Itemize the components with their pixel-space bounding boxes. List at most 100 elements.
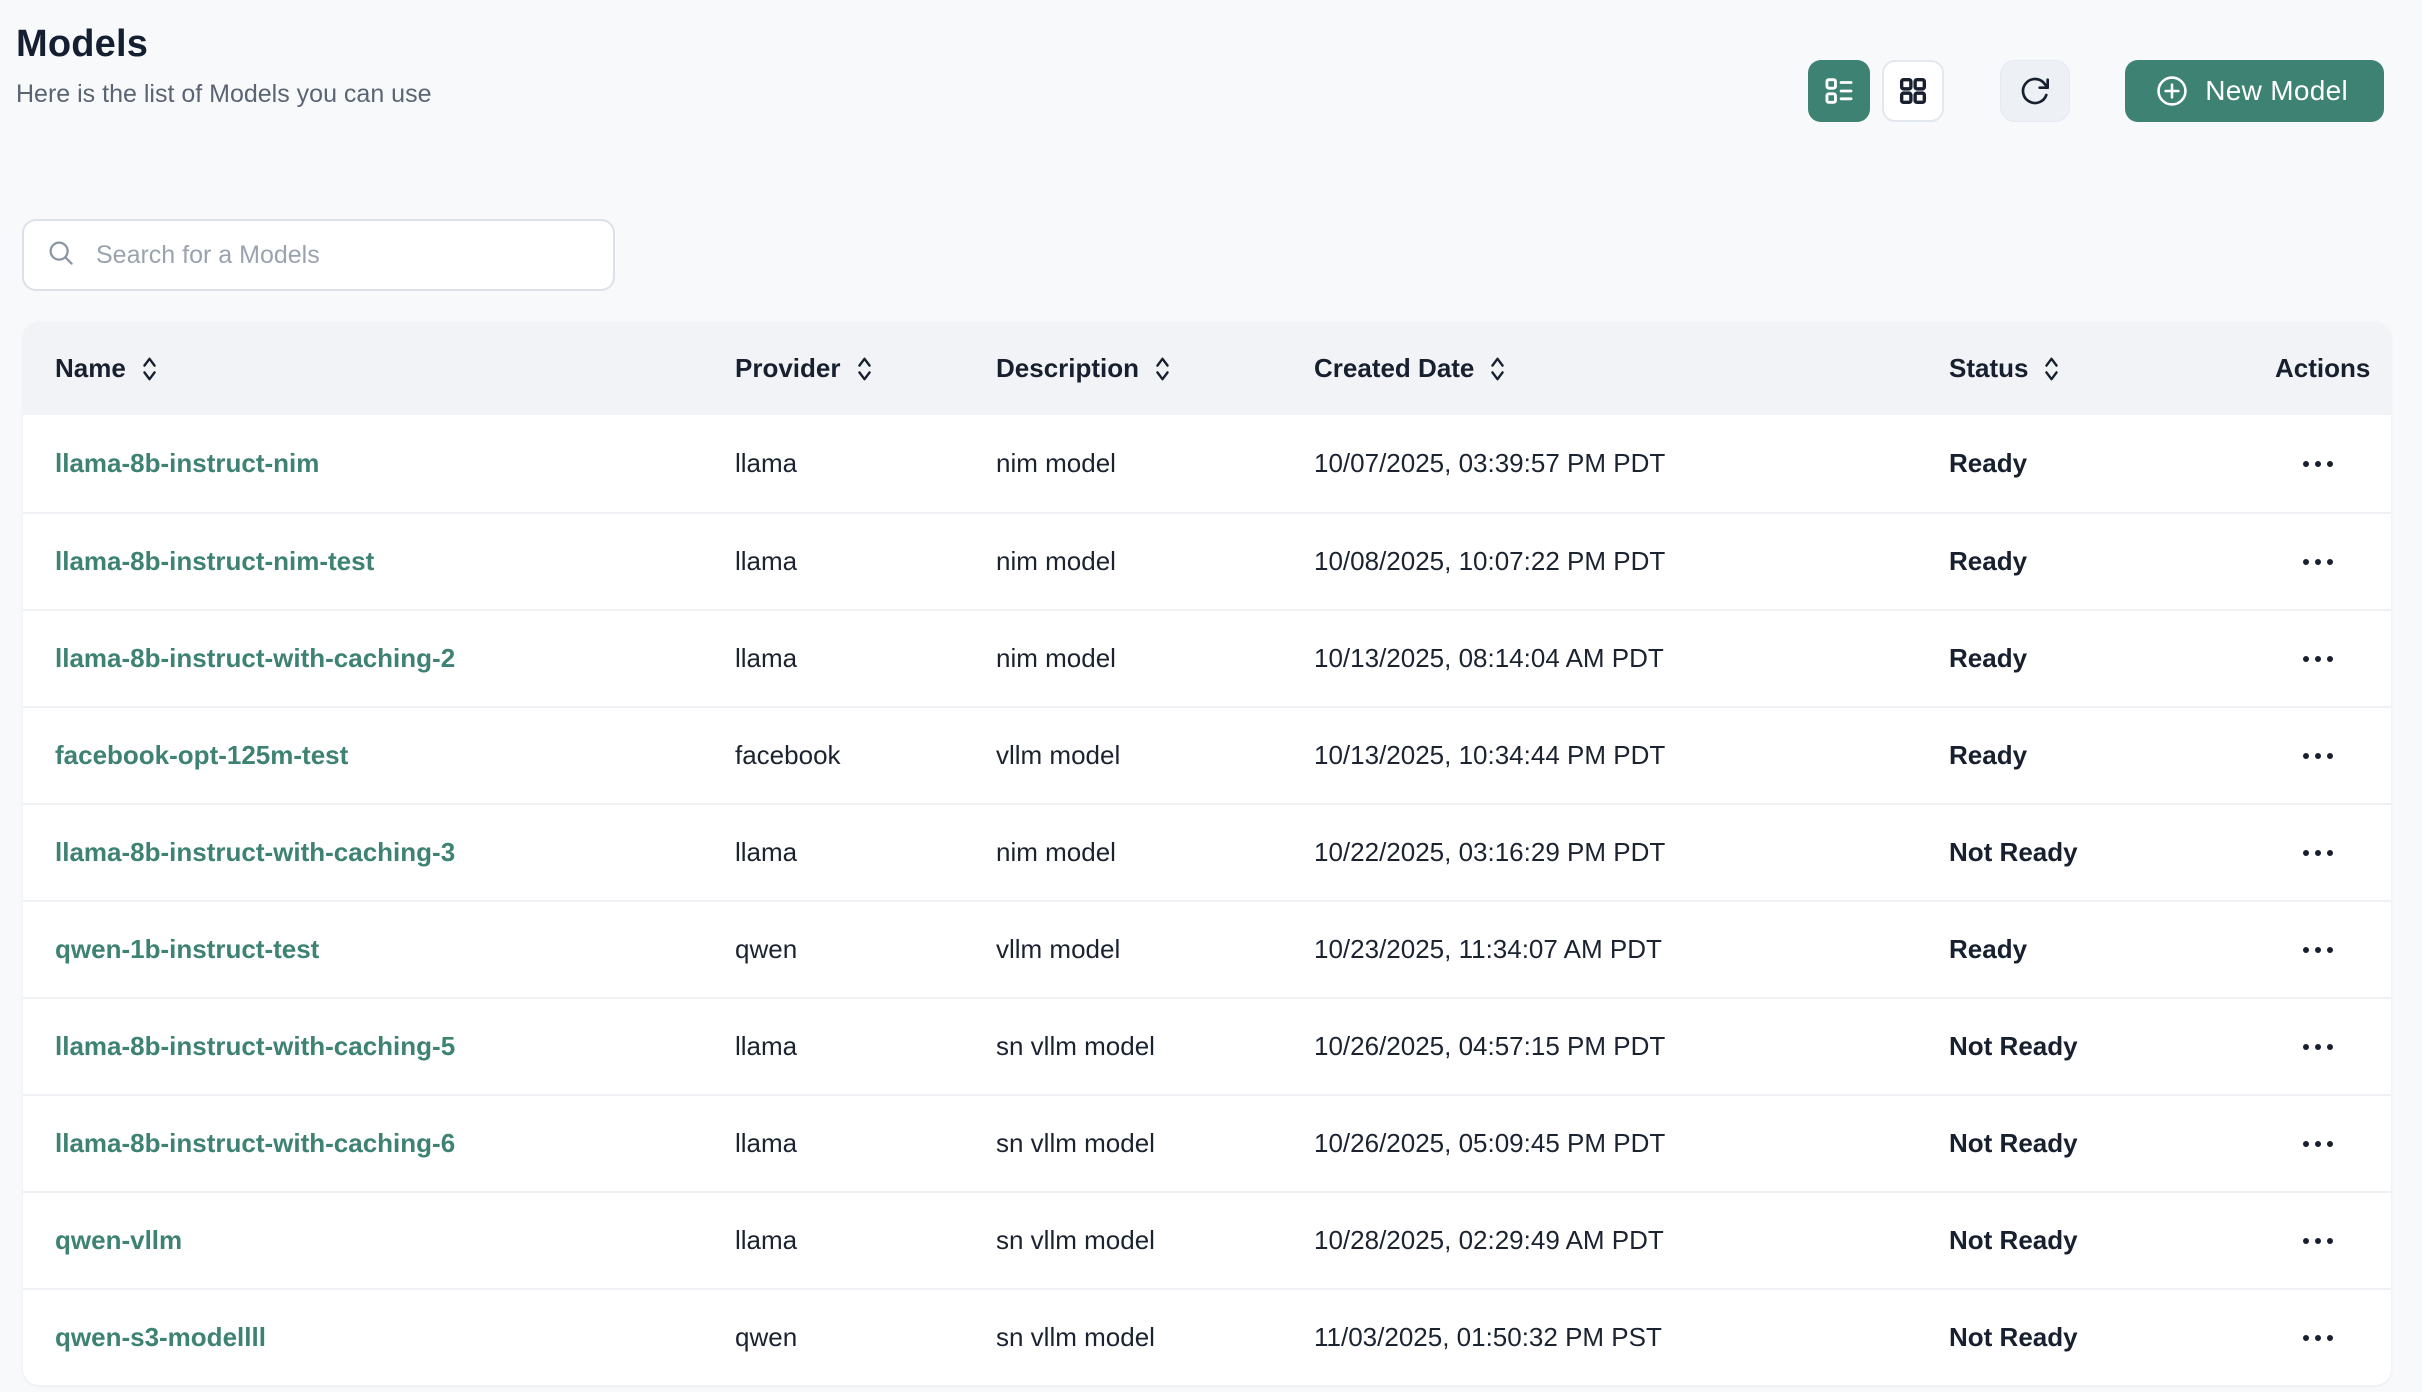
table-row: qwen-vllm llama sn vllm model 10/28/2025… xyxy=(23,1191,2391,1288)
model-name-cell: llama-8b-instruct-nim xyxy=(55,448,735,479)
provider-cell: llama xyxy=(735,643,798,673)
created-date-cell: 10/13/2025, 08:14:04 AM PDT xyxy=(1314,643,1664,673)
row-actions-button[interactable] xyxy=(2277,926,2359,974)
model-name-cell: llama-8b-instruct-with-caching-2 xyxy=(55,643,735,674)
view-grid-toggle-button[interactable] xyxy=(1882,60,1945,122)
status-text: Ready xyxy=(1949,934,2028,964)
model-name-link[interactable]: llama-8b-instruct-nim-test xyxy=(55,546,375,576)
sort-chevrons-icon xyxy=(143,357,156,380)
row-actions-button[interactable] xyxy=(2277,1120,2359,1168)
ellipsis-icon xyxy=(2303,460,2309,467)
provider-cell: qwen xyxy=(735,1322,798,1352)
column-label: Status xyxy=(1949,353,2029,383)
column-header-created-date[interactable]: Created Date xyxy=(1314,353,1949,384)
model-name-link[interactable]: llama-8b-instruct-with-caching-2 xyxy=(55,643,456,673)
row-actions-button[interactable] xyxy=(2277,1023,2359,1071)
created-date-cell: 10/07/2025, 03:39:57 PM PDT xyxy=(1314,448,1666,478)
row-actions-button[interactable] xyxy=(2277,1314,2359,1362)
model-name-cell: llama-8b-instruct-nim-test xyxy=(55,546,735,577)
model-name-link[interactable]: llama-8b-instruct-with-caching-5 xyxy=(55,1031,456,1061)
table-row: qwen-s3-modellll qwen sn vllm model 11/0… xyxy=(23,1288,2391,1385)
column-header-status[interactable]: Status xyxy=(1949,353,2275,384)
model-name-cell: llama-8b-instruct-with-caching-6 xyxy=(55,1128,735,1159)
model-name-link[interactable]: facebook-opt-125m-test xyxy=(55,740,349,770)
description-cell: sn vllm model xyxy=(996,1322,1155,1352)
created-date-cell: 10/26/2025, 04:57:15 PM PDT xyxy=(1314,1031,1666,1061)
new-model-button[interactable]: New Model xyxy=(2125,60,2384,122)
status-text: Ready xyxy=(1949,643,2028,673)
view-list-toggle-button[interactable] xyxy=(1808,60,1871,122)
actions-cell xyxy=(2275,635,2359,683)
model-name-cell: qwen-s3-modellll xyxy=(55,1322,735,1353)
model-name-link[interactable]: qwen-1b-instruct-test xyxy=(55,934,320,964)
provider-cell: llama xyxy=(735,837,798,867)
description-cell: nim model xyxy=(996,448,1116,478)
sort-chevrons-icon xyxy=(857,357,871,380)
model-name-cell: llama-8b-instruct-with-caching-3 xyxy=(55,837,735,868)
provider-cell: llama xyxy=(735,1225,798,1255)
actions-cell xyxy=(2275,1217,2359,1265)
column-header-actions: Actions xyxy=(2275,353,2370,384)
model-name-link[interactable]: llama-8b-instruct-nim xyxy=(55,448,320,478)
model-name-link[interactable]: qwen-s3-modellll xyxy=(55,1322,266,1352)
row-actions-button[interactable] xyxy=(2277,829,2359,877)
table-row: qwen-1b-instruct-test qwen vllm model 10… xyxy=(23,900,2391,997)
model-name-cell: qwen-vllm xyxy=(55,1225,735,1256)
created-date-cell: 10/28/2025, 02:29:49 AM PDT xyxy=(1314,1225,1664,1255)
row-actions-button[interactable] xyxy=(2277,635,2359,683)
table-row: llama-8b-instruct-with-caching-3 llama n… xyxy=(23,803,2391,900)
provider-cell: llama xyxy=(735,448,798,478)
model-name-link[interactable]: llama-8b-instruct-with-caching-3 xyxy=(55,837,456,867)
created-date-cell: 11/03/2025, 01:50:32 PM PST xyxy=(1314,1322,1662,1352)
provider-cell: facebook xyxy=(735,740,841,770)
column-header-name[interactable]: Name xyxy=(55,353,735,384)
actions-cell xyxy=(2275,538,2359,586)
actions-cell xyxy=(2275,926,2359,974)
row-actions-button[interactable] xyxy=(2277,440,2359,488)
status-text: Not Ready xyxy=(1949,1225,2078,1255)
status-text: Ready xyxy=(1949,448,2028,478)
table-row: llama-8b-instruct-with-caching-6 llama s… xyxy=(23,1094,2391,1191)
column-header-provider[interactable]: Provider xyxy=(735,353,996,384)
status-text: Ready xyxy=(1949,740,2028,770)
description-cell: nim model xyxy=(996,643,1116,673)
description-cell: sn vllm model xyxy=(996,1225,1155,1255)
column-label: Description xyxy=(996,353,1140,383)
table-row: llama-8b-instruct-with-caching-5 llama s… xyxy=(23,997,2391,1094)
ellipsis-icon xyxy=(2303,752,2309,759)
table-header-row: Name Provider Description Created Date S… xyxy=(23,322,2391,415)
column-header-description[interactable]: Description xyxy=(996,353,1314,384)
column-label: Provider xyxy=(735,353,841,383)
toolbar: New Model xyxy=(1808,60,2384,122)
actions-cell xyxy=(2275,440,2359,488)
refresh-button[interactable] xyxy=(2000,60,2071,122)
provider-cell: qwen xyxy=(735,934,798,964)
column-label: Actions xyxy=(2275,353,2371,383)
search-input[interactable] xyxy=(94,239,591,271)
sort-chevrons-icon xyxy=(1491,357,1505,380)
created-date-cell: 10/08/2025, 10:07:22 PM PDT xyxy=(1314,546,1666,576)
model-name-link[interactable]: llama-8b-instruct-with-caching-6 xyxy=(55,1128,456,1158)
description-cell: nim model xyxy=(996,837,1116,867)
refresh-icon xyxy=(2019,75,2051,107)
row-actions-button[interactable] xyxy=(2277,1217,2359,1265)
ellipsis-icon xyxy=(2303,558,2309,565)
model-name-cell: qwen-1b-instruct-test xyxy=(55,934,735,965)
status-text: Not Ready xyxy=(1949,837,2078,867)
description-cell: vllm model xyxy=(996,740,1121,770)
actions-cell xyxy=(2275,1120,2359,1168)
row-actions-button[interactable] xyxy=(2277,732,2359,780)
description-cell: sn vllm model xyxy=(996,1128,1155,1158)
plus-circle-icon xyxy=(2155,74,2189,108)
model-name-link[interactable]: qwen-vllm xyxy=(55,1225,183,1255)
created-date-cell: 10/26/2025, 05:09:45 PM PDT xyxy=(1314,1128,1666,1158)
ellipsis-icon xyxy=(2303,946,2309,953)
sort-chevrons-icon xyxy=(1156,357,1169,380)
table-row: llama-8b-instruct-nim llama nim model 10… xyxy=(23,415,2391,512)
created-date-cell: 10/23/2025, 11:34:07 AM PDT xyxy=(1314,934,1662,964)
status-text: Not Ready xyxy=(1949,1031,2078,1061)
list-details-icon xyxy=(1822,74,1856,108)
row-actions-button[interactable] xyxy=(2277,538,2359,586)
ellipsis-icon xyxy=(2303,655,2309,662)
